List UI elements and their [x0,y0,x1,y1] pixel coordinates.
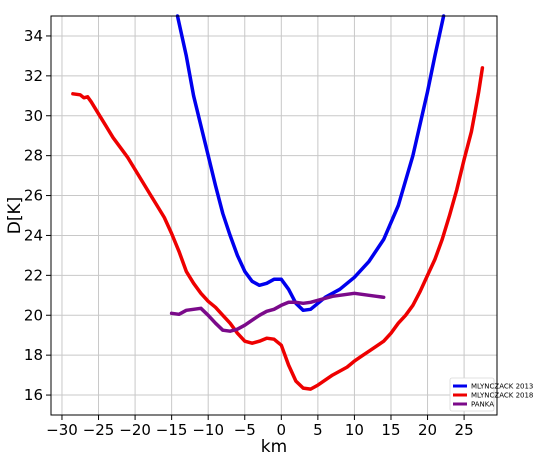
y-tick-label: 34 [24,27,43,45]
x-axis-label: km [261,437,287,455]
legend-entry: MLYNCZACK 2018 [471,392,533,400]
legend-entry: PANKA [471,401,494,409]
x-tick-label: −5 [234,421,256,439]
series-line [175,14,446,313]
series-lines [71,14,485,391]
series-line [71,66,485,391]
y-tick-label: 18 [24,346,43,364]
x-tick-label: 5 [313,421,323,439]
y-tick-label: 30 [24,107,43,125]
x-tick-label: 25 [455,421,474,439]
y-tick-label: 32 [24,67,43,85]
y-tick-label: 16 [24,386,43,404]
y-tick-label: 28 [24,147,43,165]
x-tick-label: −30 [46,421,78,439]
x-tick-label: 20 [418,421,437,439]
x-tick-label: −10 [192,421,224,439]
y-tick-label: 24 [24,226,43,244]
x-tick-label: −15 [156,421,188,439]
x-tick-label: 15 [381,421,400,439]
ticks: −30 −25 −20 −15 −10 −5 0 5 10 15 20 25 16 18 20 22 24 26 2… [24,27,474,439]
y-tick-label: 22 [24,266,43,284]
y-axis-label: D[K] [5,197,25,235]
x-tick-label: −25 [83,421,115,439]
legend-entry: MLYNCZACK 2013 [471,383,533,391]
x-tick-label: −20 [119,421,151,439]
x-tick-label: 10 [345,421,364,439]
y-tick-label: 26 [24,187,43,205]
grid [51,16,497,415]
series-line [169,291,386,333]
y-tick-label: 20 [24,306,43,324]
plot-frame [50,15,498,416]
x-tick-label: 0 [277,421,287,439]
